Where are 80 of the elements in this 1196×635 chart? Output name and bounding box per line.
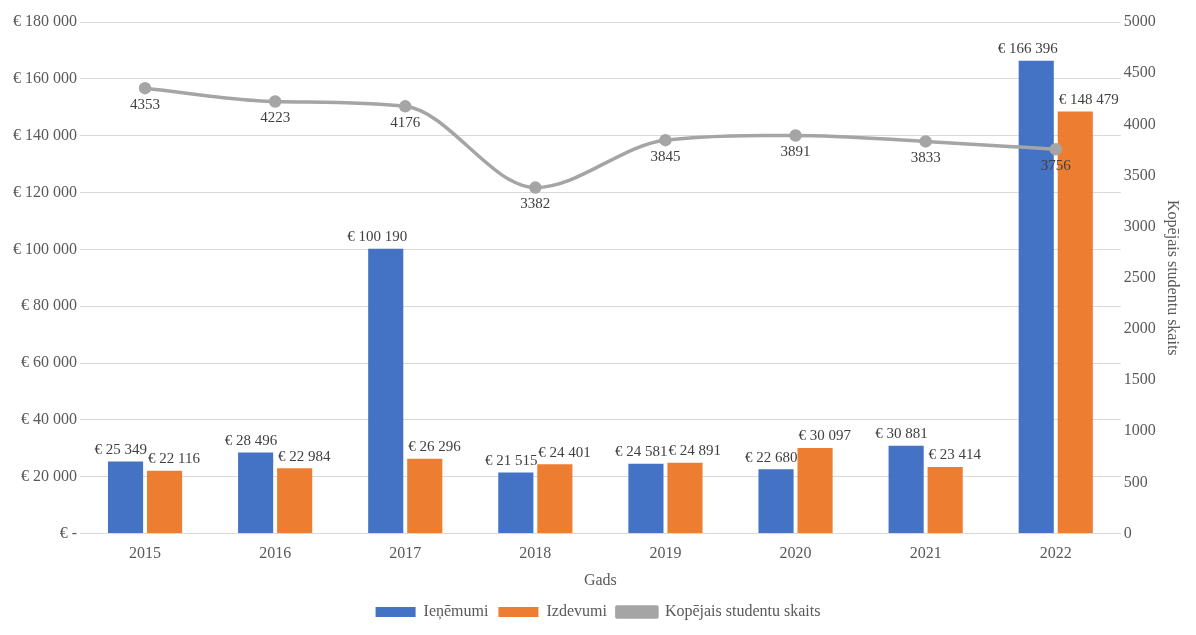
- data-label: € 24 581: [615, 443, 668, 460]
- point: [138, 81, 152, 95]
- y2-tick-label: 5000: [1123, 12, 1156, 30]
- point: [659, 133, 672, 147]
- data-label: € 28 496: [224, 432, 278, 449]
- data-label: 3756: [1040, 156, 1072, 173]
- bar: [927, 467, 963, 534]
- x-tick-label: 2017: [389, 544, 422, 562]
- bar: [238, 452, 274, 534]
- bar: [277, 468, 313, 534]
- y2-tick-label: 2500: [1123, 268, 1156, 285]
- x-tick-label: 2016: [259, 544, 292, 562]
- data-label: € 22 984: [278, 447, 332, 464]
- data-label: € 23 414: [928, 446, 982, 463]
- data-label: € 25 349: [94, 440, 148, 457]
- bar: [797, 448, 833, 534]
- y-tick-label: € 140 000: [13, 125, 77, 143]
- data-label: € 21 515: [484, 451, 538, 468]
- y2-tick-label: 1500: [1123, 370, 1156, 388]
- data-label: € 24 891: [668, 442, 721, 459]
- x-axis-title: Gads: [583, 570, 617, 588]
- y-tick-label: € 160 000: [13, 69, 77, 87]
- y-tick-label: € 40 000: [21, 410, 77, 428]
- y2-tick-label: 1000: [1123, 421, 1156, 439]
- y2-tick-label: 4000: [1123, 114, 1156, 132]
- y2-tick-label: 4500: [1123, 63, 1156, 81]
- data-label: 4223: [260, 108, 291, 125]
- point: [399, 100, 412, 113]
- bar: [407, 458, 443, 534]
- bar: [498, 472, 534, 534]
- bar: [888, 445, 924, 534]
- y2-axis-title: Kopējais studentu skaits: [1164, 200, 1183, 356]
- x-tick-label: 2018: [519, 544, 552, 562]
- data-label: € 30 097: [798, 427, 852, 444]
- data-label: 3833: [910, 148, 941, 165]
- legend-label: Kopējais studentu skaits: [664, 602, 821, 621]
- y-tick-label: € 120 000: [13, 182, 77, 200]
- y-tick-label: € -: [59, 523, 77, 541]
- y2-tick-label: 3000: [1123, 216, 1156, 234]
- data-label: 4353: [130, 95, 161, 112]
- legend-label: Izdevumi: [546, 602, 608, 620]
- y2-tick-label: 500: [1123, 472, 1148, 490]
- y-tick-label: € 80 000: [21, 296, 77, 314]
- x-tick-label: 2020: [779, 544, 812, 562]
- bar: [537, 464, 573, 534]
- data-label: € 22 116: [148, 450, 201, 467]
- bar: [147, 470, 183, 534]
- y-tick-label: € 20 000: [21, 466, 77, 484]
- x-tick-label: 2019: [649, 544, 682, 562]
- data-label: 3891: [780, 142, 811, 159]
- y-tick-label: € 60 000: [21, 353, 77, 371]
- y-tick-label: € 100 000: [13, 239, 77, 257]
- bar: [758, 469, 794, 534]
- point: [529, 181, 542, 194]
- bar: [667, 462, 703, 534]
- data-label: € 30 881: [875, 425, 928, 442]
- point: [1049, 143, 1062, 156]
- y2-tick-label: 2000: [1123, 319, 1156, 337]
- data-label: 4176: [390, 113, 421, 130]
- bar: [107, 461, 144, 534]
- bar: [368, 248, 404, 534]
- y2-tick-label: 3500: [1123, 165, 1156, 183]
- point: [919, 135, 932, 148]
- data-label: 3845: [650, 147, 681, 164]
- point: [268, 95, 282, 108]
- data-label: € 100 190: [347, 228, 408, 245]
- data-label: € 166 396: [997, 40, 1059, 57]
- data-label: € 22 680: [745, 448, 798, 465]
- data-label: € 148 479: [1058, 91, 1119, 108]
- y-tick-label: € 180 000: [13, 12, 77, 30]
- legend-label: Ieņēmumi: [423, 602, 490, 621]
- data-label: 3382: [520, 194, 551, 211]
- y2-tick-label: 0: [1123, 523, 1132, 541]
- data-label: € 24 401: [538, 443, 591, 460]
- bar: [628, 463, 664, 534]
- data-label: € 26 296: [408, 438, 462, 455]
- x-tick-label: 2022: [1039, 544, 1072, 562]
- point: [789, 129, 802, 142]
- x-tick-label: 2021: [909, 544, 942, 562]
- x-tick-label: 2015: [129, 544, 162, 562]
